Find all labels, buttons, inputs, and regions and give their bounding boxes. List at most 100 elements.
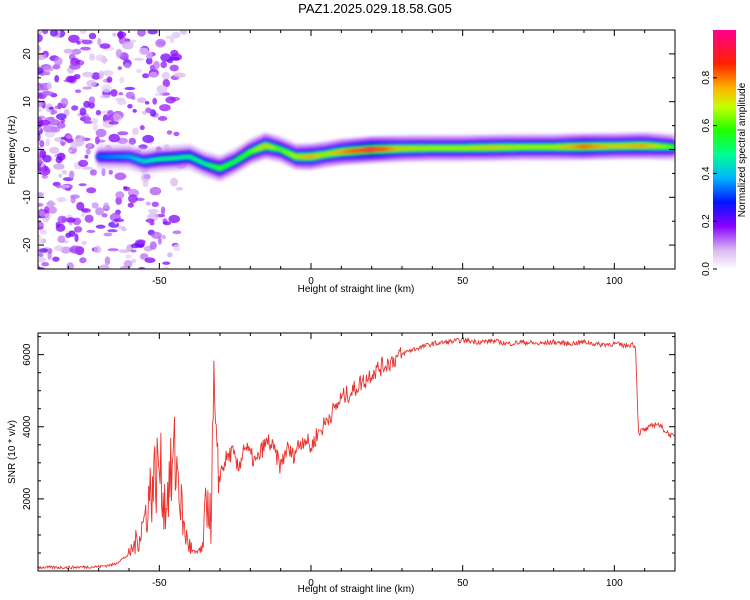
noise-speckle — [149, 241, 157, 250]
noise-speckle — [84, 154, 89, 159]
noise-speckle — [166, 130, 173, 135]
spectrogram-y-tick-label: 0 — [22, 146, 33, 152]
noise-speckle — [82, 71, 94, 78]
noise-speckle — [101, 167, 106, 177]
noise-speckle — [123, 186, 128, 190]
noise-speckle — [179, 30, 188, 35]
noise-speckle — [43, 125, 55, 133]
noise-speckle — [133, 57, 145, 61]
snr-y-tick-label: 4000 — [22, 415, 33, 438]
spectral-ridge — [96, 132, 675, 182]
noise-speckle — [56, 197, 67, 202]
noise-speckle — [81, 240, 87, 245]
noise-speckle — [42, 30, 49, 35]
noise-speckle — [47, 81, 52, 91]
noise-speckle — [162, 261, 171, 265]
noise-speckle — [91, 72, 101, 80]
noise-speckle — [123, 260, 133, 268]
noise-speckle — [112, 32, 117, 37]
colorbar-tick-label: 0.2 — [701, 214, 712, 228]
noise-speckle — [130, 39, 137, 43]
noise-speckle — [115, 97, 126, 102]
noise-speckle — [48, 106, 54, 110]
noise-speckle — [71, 105, 79, 111]
noise-speckle — [151, 201, 159, 207]
noise-speckle — [107, 248, 119, 252]
noise-speckle — [50, 30, 58, 37]
noise-speckle — [84, 214, 94, 223]
colorbar-tick-label: 0.4 — [701, 166, 712, 180]
noise-speckle — [157, 116, 168, 121]
spectrogram-y-tick-label: 20 — [22, 48, 33, 60]
noise-speckle — [76, 201, 85, 211]
noise-speckle — [38, 45, 41, 53]
noise-speckle — [75, 89, 82, 93]
snr-x-tick-label: 50 — [457, 578, 469, 589]
noise-speckle — [38, 135, 41, 142]
noise-speckle — [60, 97, 69, 107]
noise-speckle — [168, 214, 180, 224]
noise-speckle — [173, 244, 181, 252]
noise-speckle — [157, 236, 162, 245]
noise-speckle — [132, 127, 139, 136]
noise-speckle — [149, 64, 155, 71]
noise-speckle — [156, 84, 168, 94]
noise-speckle — [145, 57, 153, 65]
noise-speckle — [162, 79, 170, 88]
noise-speckle — [136, 97, 147, 103]
noise-speckle — [71, 48, 82, 55]
spectrogram-y-axis-label: Frequency (Hz) — [7, 116, 18, 185]
noise-speckle — [135, 197, 145, 201]
noise-speckle — [127, 104, 133, 109]
noise-speckle — [38, 52, 47, 60]
noise-speckle — [169, 56, 180, 61]
noise-speckle — [95, 109, 102, 116]
noise-speckle — [54, 56, 63, 66]
noise-speckle — [79, 107, 87, 116]
snr-plot-area — [38, 333, 675, 571]
snr-x-axis-label: Height of straight line (km) — [298, 584, 415, 595]
noise-speckle — [131, 95, 136, 100]
noise-speckle — [43, 213, 51, 221]
noise-speckle — [135, 239, 147, 245]
noise-speckle — [42, 91, 55, 96]
noise-speckle — [65, 75, 76, 83]
noise-speckle — [102, 55, 107, 64]
noise-speckle — [95, 224, 106, 229]
noise-speckle — [80, 46, 91, 51]
noise-speckle — [89, 169, 97, 176]
noise-speckle — [91, 202, 99, 209]
noise-speckle — [79, 30, 87, 34]
noise-speckle — [68, 170, 75, 180]
ridge-segment — [671, 145, 675, 149]
noise-speckle — [38, 192, 44, 197]
noise-speckle — [63, 48, 74, 54]
noise-speckle — [68, 34, 80, 43]
noise-speckle — [60, 246, 72, 254]
noise-speckle — [38, 248, 49, 253]
noise-speckle — [38, 163, 41, 169]
noise-speckle — [115, 191, 125, 200]
spectrogram-y-axis: -20 -10 0 10 20 — [22, 29, 675, 270]
noise-speckle — [65, 134, 73, 140]
noise-speckle — [149, 71, 158, 78]
noise-speckle — [107, 110, 114, 117]
noise-speckle — [157, 40, 166, 46]
noise-speckle — [55, 223, 66, 232]
noise-speckle — [69, 245, 81, 254]
noise-speckle — [118, 249, 131, 254]
chart-title: PAZ1.2025.029.18.58.G05 — [298, 1, 452, 16]
noise-speckle — [45, 138, 50, 147]
snr-frame — [37, 332, 676, 572]
noise-speckle — [38, 256, 47, 263]
noise-speckle — [110, 89, 118, 97]
noise-speckle — [147, 30, 158, 35]
spectrogram-x-axis: -50 0 50 100 — [37, 30, 676, 287]
noise-speckle — [108, 121, 119, 125]
noise-speckle — [115, 48, 123, 58]
colorbar-tick-label: 0.6 — [701, 118, 712, 132]
noise-speckle — [173, 72, 186, 78]
noise-speckle — [136, 68, 142, 73]
noise-speckle — [74, 226, 83, 233]
